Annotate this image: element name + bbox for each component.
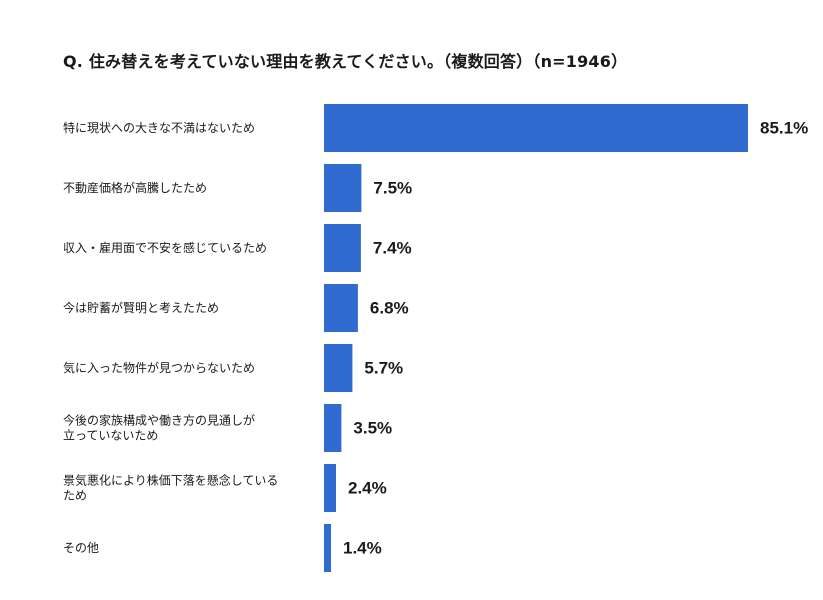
category-label: 不動産価格が高騰したため — [63, 180, 207, 195]
bar — [324, 284, 358, 332]
bar-value-label: 7.4% — [373, 239, 412, 258]
category-label: 景気悪化により株価下落を懸念しているため — [63, 473, 278, 503]
bar — [324, 344, 353, 392]
category-label: 収入・雇用面で不安を感じているため — [63, 240, 267, 255]
category-label: 今後の家族構成や働き方の見通しが立っていないため — [63, 413, 255, 443]
bar — [324, 524, 331, 572]
bar-value-label: 5.7% — [364, 359, 403, 378]
category-label: 今は貯蓄が賢明と考えたため — [63, 300, 219, 315]
bar — [324, 164, 362, 212]
bar-value-label: 3.5% — [353, 419, 392, 438]
chart-title: Q. 住み替えを考えていない理由を教えてください。（複数回答）（n=1946） — [63, 52, 628, 71]
bar — [324, 104, 748, 152]
bar-value-label: 2.4% — [348, 479, 387, 498]
bar-value-label: 85.1% — [760, 119, 808, 138]
category-label: 特に現状への大きな不満はないため — [63, 120, 255, 135]
bar-value-label: 1.4% — [343, 539, 382, 558]
bar — [324, 464, 336, 512]
bar — [324, 224, 361, 272]
bar — [324, 404, 342, 452]
category-label: 気に入った物件が見つからないため — [63, 360, 255, 375]
category-label: その他 — [63, 541, 99, 555]
bar-value-label: 7.5% — [373, 179, 412, 198]
bar-value-label: 6.8% — [370, 299, 409, 318]
